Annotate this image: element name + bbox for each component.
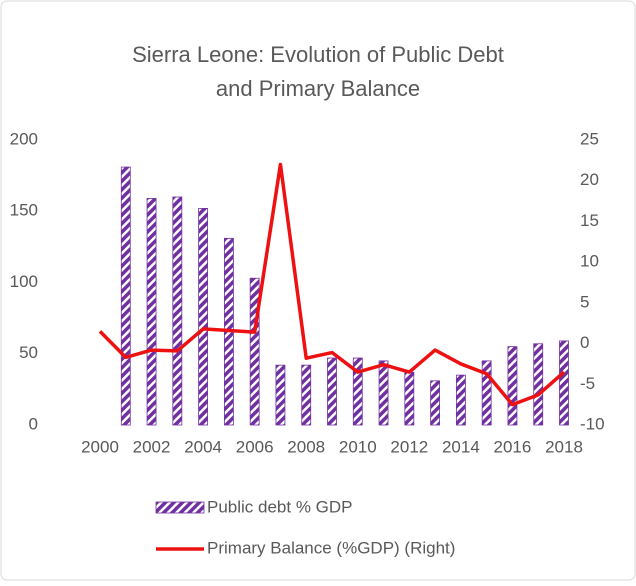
x-tick-label: 2008 [287,437,325,456]
x-tick-label: 2000 [81,437,119,456]
x-tick-label: 2016 [494,437,532,456]
y2-tick-label: 5 [580,292,589,311]
bar [327,357,337,426]
y-tick-label: 50 [19,343,38,362]
y-tick-label: 200 [10,129,38,148]
bar [455,374,466,426]
x-tick-label: 2018 [545,437,583,456]
y2-tick-label: 0 [580,333,589,352]
x-tick-label: 2010 [339,437,377,456]
y-tick-label: 150 [10,201,38,220]
x-tick-label: 2012 [390,437,428,456]
bar [533,343,544,426]
bar [198,207,209,426]
y2-tick-label: 10 [580,252,599,271]
y-tick-label: 0 [29,414,38,433]
x-tick-label: 2006 [236,437,274,456]
bar [301,364,312,426]
bar [430,380,441,426]
bar [481,360,492,426]
x-tick-label: 2004 [184,437,222,456]
y2-tick-label: 20 [580,170,599,189]
bar [352,357,363,426]
legend-swatch [155,501,205,514]
bar [378,360,389,426]
chart-title: Sierra Leone: Evolution of Public Debt [132,42,504,67]
x-tick-label: 2014 [442,437,480,456]
bar [275,364,286,426]
bar [404,371,415,426]
y2-tick-label: 25 [580,129,599,148]
bar [146,198,157,426]
bar [120,166,131,426]
legend-label: Public debt % GDP [207,497,353,516]
bar [507,346,518,426]
x-tick-label: 2002 [133,437,171,456]
line [98,162,566,407]
chart-subtitle: and Primary Balance [216,76,420,101]
y2-tick-label: 15 [580,211,599,230]
y2-tick-label: -10 [580,414,605,433]
bar [559,340,569,426]
bar [249,277,260,426]
legend-label: Primary Balance (%GDP) (Right) [207,538,455,557]
bar [172,196,183,426]
y-tick-label: 100 [10,272,38,291]
y2-tick-label: -5 [580,374,595,393]
